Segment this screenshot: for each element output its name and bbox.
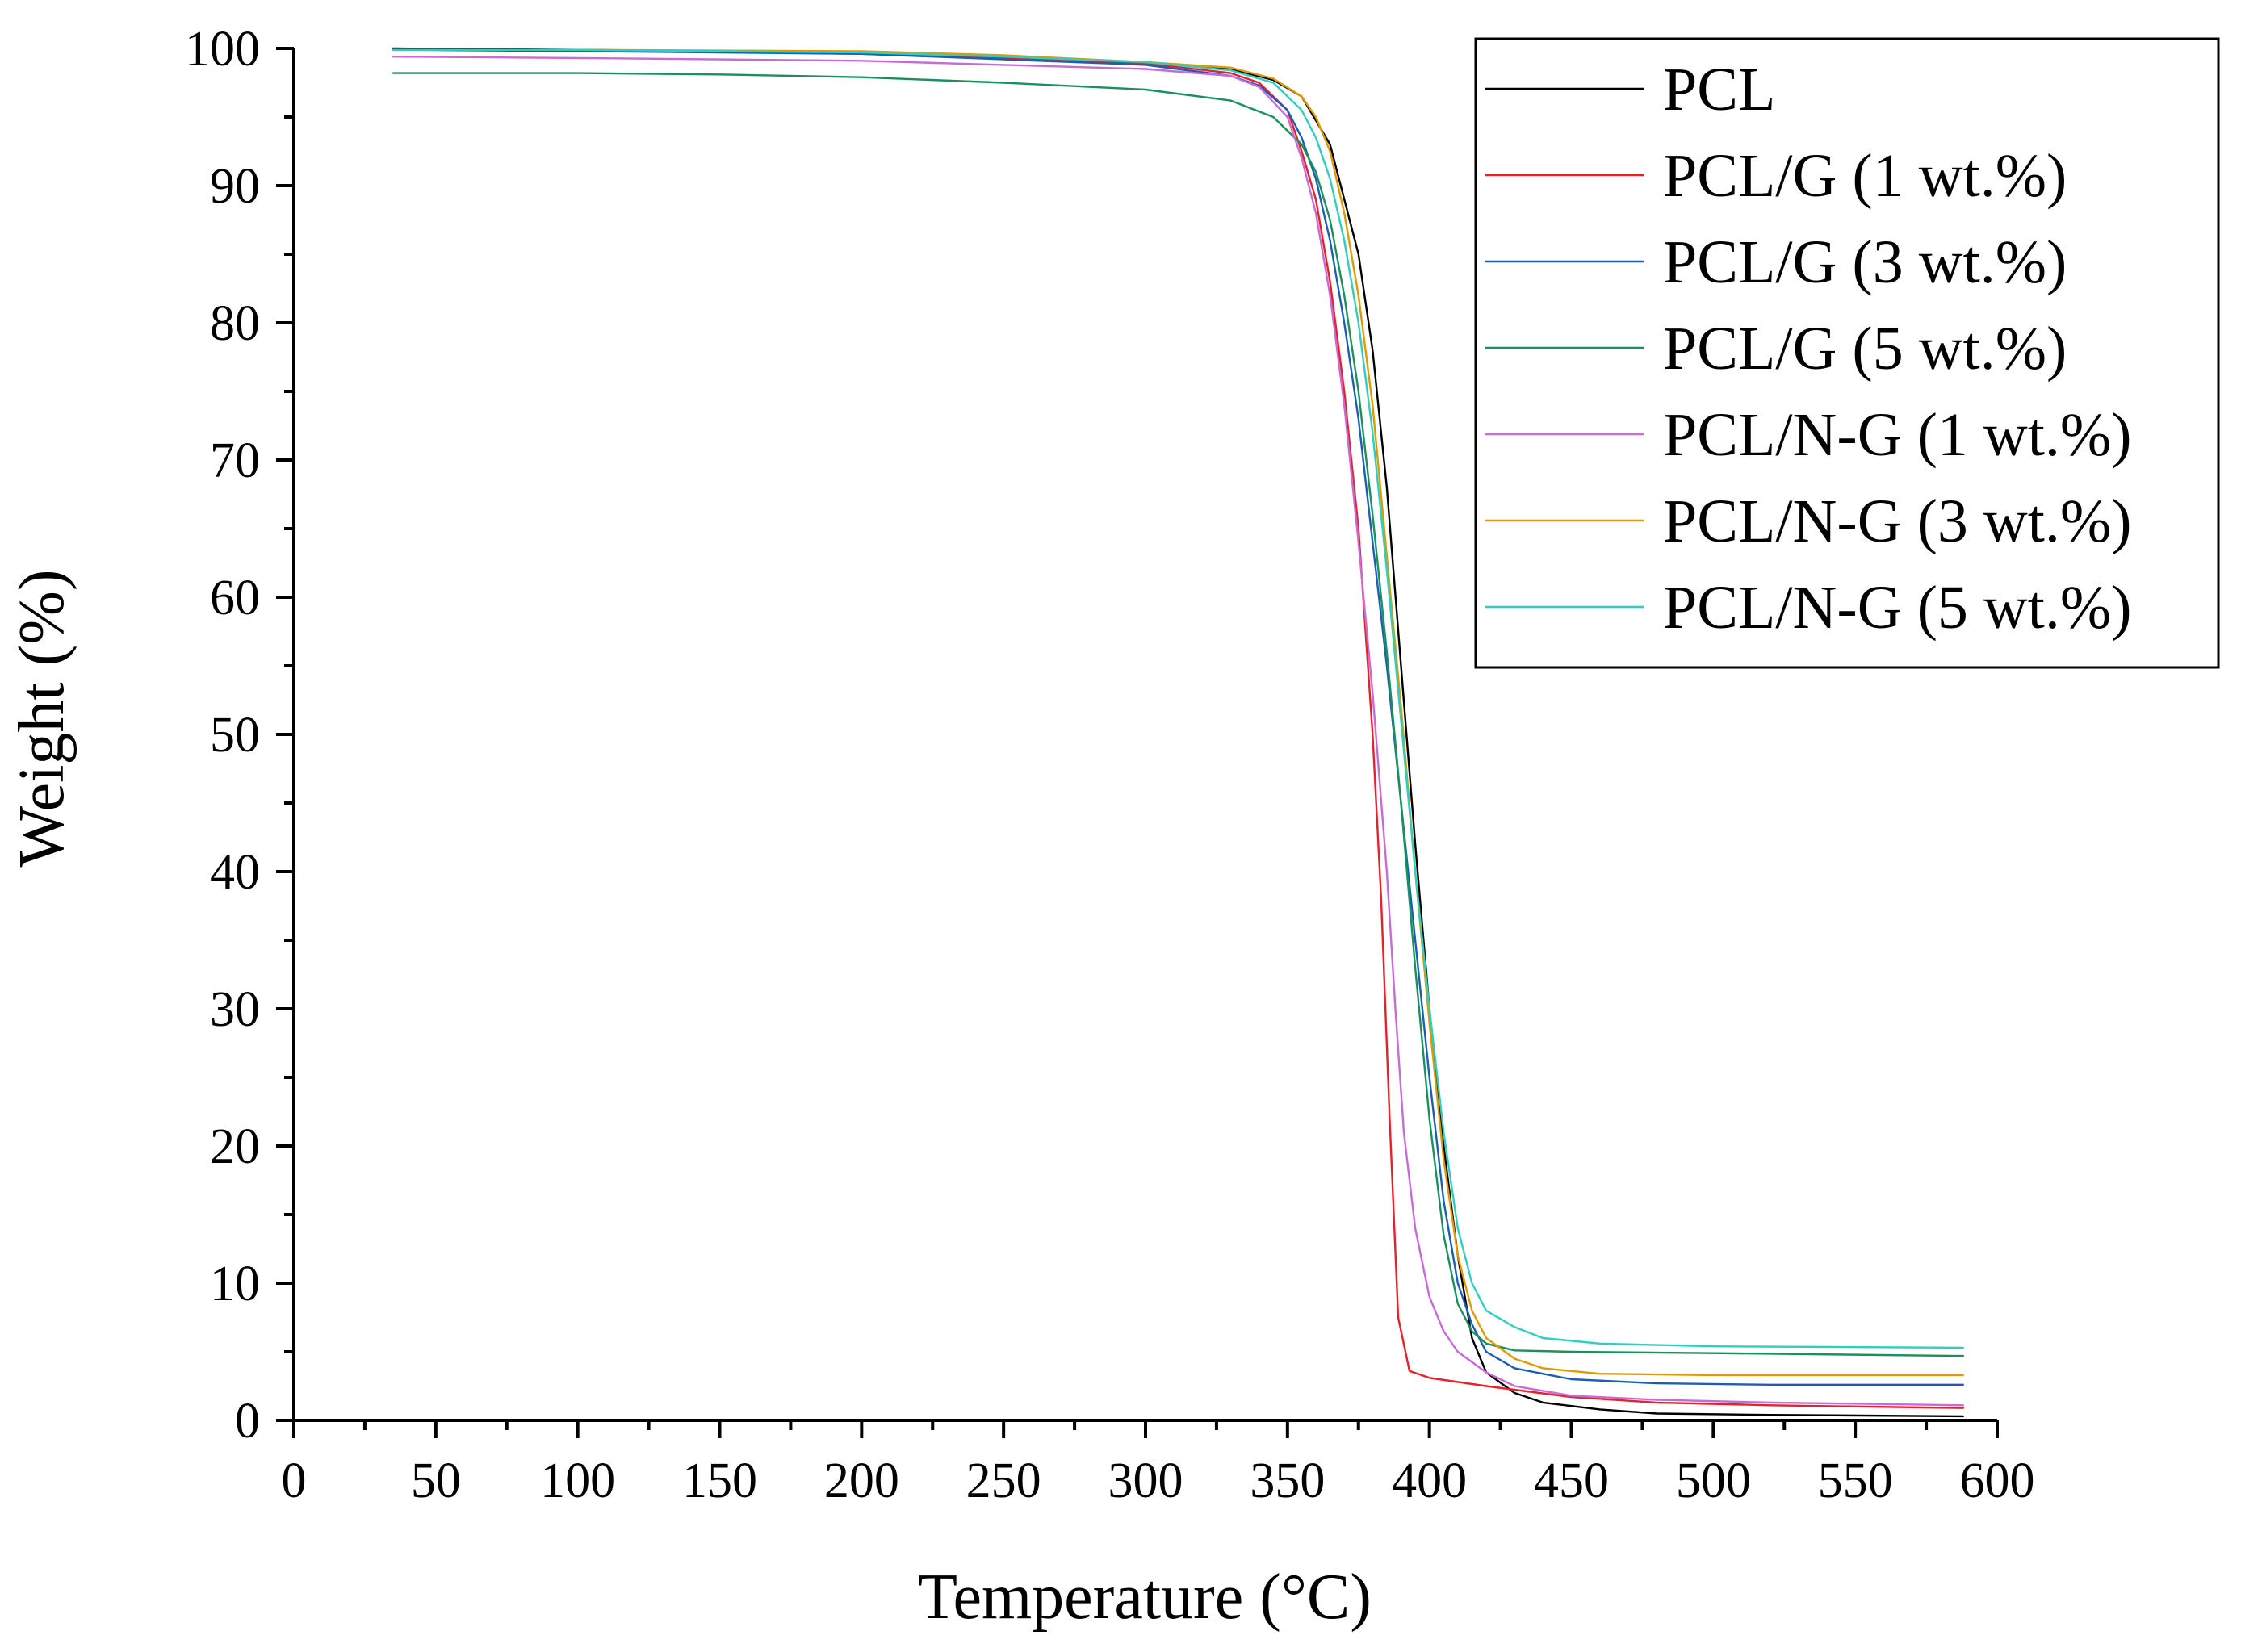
series-line-4: [392, 56, 1964, 1407]
x-tick-label: 500: [1676, 1453, 1751, 1508]
series-line-3: [392, 72, 1964, 1357]
x-tick-label: 450: [1534, 1453, 1609, 1508]
x-axis-title: Temperature (°C): [918, 1562, 1372, 1633]
legend-label-4: PCL/N-G (1 wt.%): [1663, 401, 2132, 469]
y-tick-label: 50: [210, 708, 260, 763]
x-tick-label: 0: [282, 1453, 307, 1508]
series-line-6: [392, 48, 1964, 1349]
legend-label-0: PCL: [1663, 56, 1775, 123]
axes-layer: 0 50 100 150 200 250 300 350 400 450 500 550 600 0 10 2…: [185, 22, 2035, 1508]
y-tick-label: 90: [210, 159, 260, 214]
y-tick-label: 100: [185, 22, 260, 77]
legend-label-5: PCL/N-G (3 wt.%): [1663, 487, 2132, 555]
legend: PCL PCL/G (1 wt.%) PCL/G (3 wt.%) PCL/G (5 …: [1474, 37, 2220, 669]
y-tick-label: 10: [210, 1257, 260, 1311]
x-tick-label: 250: [966, 1453, 1041, 1508]
y-tick-label: 20: [210, 1119, 260, 1174]
x-tick-label: 350: [1250, 1453, 1325, 1508]
series-line-1: [392, 48, 1964, 1409]
series-line-2: [392, 48, 1964, 1386]
y-tick-label: 40: [210, 845, 260, 900]
legend-label-6: PCL/N-G (5 wt.%): [1663, 574, 2132, 642]
y-tick-label: 0: [235, 1394, 260, 1449]
x-tick-label: 150: [682, 1453, 757, 1508]
series-layer: [392, 47, 1964, 1418]
x-tick-label: 300: [1108, 1453, 1183, 1508]
x-tick-label: 100: [540, 1453, 615, 1508]
legend-label-3: PCL/G (5 wt.%): [1663, 315, 2067, 383]
y-tick-label: 30: [210, 982, 260, 1037]
y-tick-label: 70: [210, 433, 260, 488]
legend-label-1: PCL/G (1 wt.%): [1663, 142, 2067, 210]
x-tick-label: 550: [1818, 1453, 1893, 1508]
y-tick-label: 80: [210, 296, 260, 351]
y-axis-title: Weight (%): [6, 570, 77, 868]
x-tick-label: 400: [1392, 1453, 1467, 1508]
y-tick-label: 60: [210, 571, 260, 625]
x-tick-label: 200: [824, 1453, 899, 1508]
legend-label-2: PCL/G (3 wt.%): [1663, 228, 2067, 296]
x-tick-label: 50: [411, 1453, 461, 1508]
legend-box: [1474, 37, 2220, 669]
x-tick-label: 600: [1960, 1453, 2035, 1508]
